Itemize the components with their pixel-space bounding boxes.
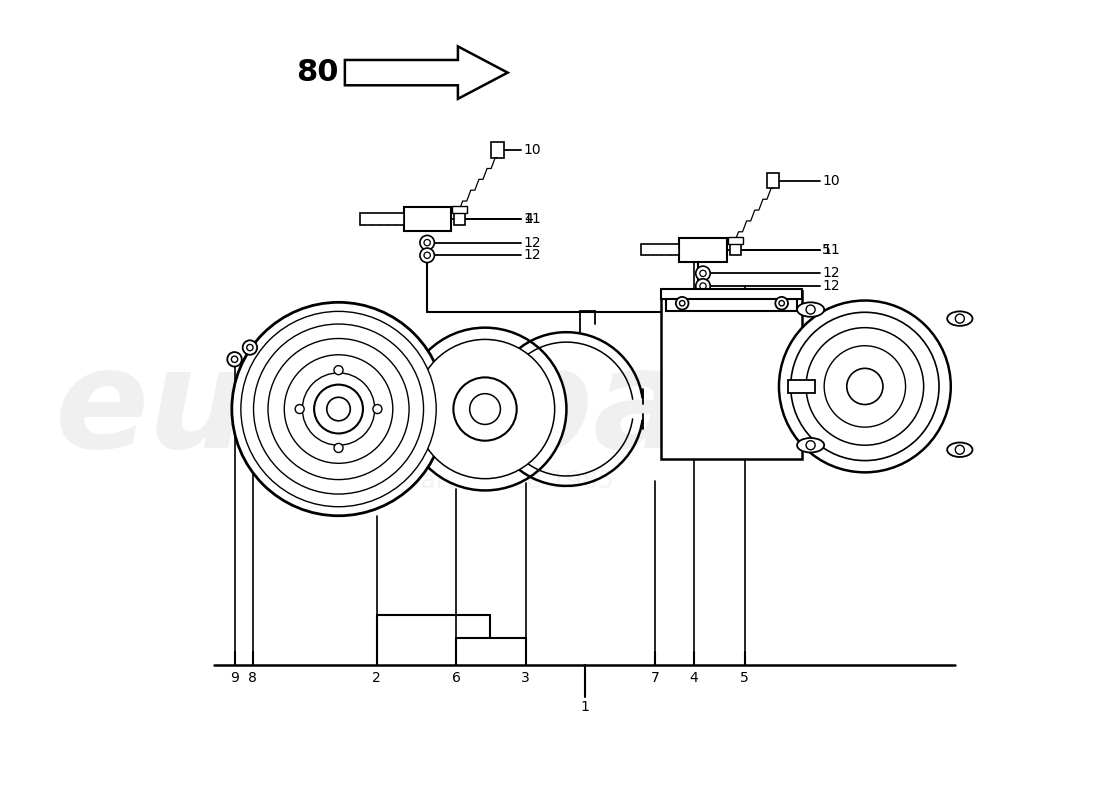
Circle shape bbox=[806, 328, 924, 446]
Circle shape bbox=[232, 302, 446, 516]
Circle shape bbox=[847, 368, 883, 405]
Circle shape bbox=[420, 235, 434, 250]
Circle shape bbox=[243, 340, 257, 354]
Circle shape bbox=[334, 443, 343, 453]
Text: 9: 9 bbox=[230, 670, 239, 685]
Text: 8: 8 bbox=[249, 670, 257, 685]
Ellipse shape bbox=[947, 311, 972, 326]
Circle shape bbox=[779, 301, 950, 472]
Circle shape bbox=[955, 314, 965, 323]
Bar bbox=[661, 291, 802, 458]
Circle shape bbox=[955, 446, 965, 454]
Text: 3: 3 bbox=[521, 670, 530, 685]
Bar bbox=[730, 243, 741, 255]
Circle shape bbox=[253, 324, 424, 494]
Bar bbox=[788, 380, 815, 393]
Circle shape bbox=[470, 394, 500, 425]
Ellipse shape bbox=[947, 442, 972, 457]
Circle shape bbox=[806, 441, 815, 450]
Bar bbox=[666, 291, 798, 311]
Text: 5: 5 bbox=[823, 243, 832, 257]
Bar bbox=[404, 207, 451, 231]
Text: 5: 5 bbox=[740, 670, 749, 685]
Circle shape bbox=[228, 352, 242, 366]
Ellipse shape bbox=[798, 302, 824, 317]
Bar bbox=[491, 142, 504, 158]
Circle shape bbox=[700, 283, 706, 290]
Circle shape bbox=[231, 356, 238, 362]
Circle shape bbox=[680, 301, 685, 306]
Circle shape bbox=[824, 346, 905, 427]
Circle shape bbox=[696, 266, 711, 281]
Circle shape bbox=[404, 328, 566, 490]
Text: eurospares: eurospares bbox=[55, 342, 933, 477]
Text: 12: 12 bbox=[823, 279, 840, 293]
Text: 4: 4 bbox=[690, 670, 698, 685]
Text: 7: 7 bbox=[651, 670, 659, 685]
Text: 2: 2 bbox=[372, 670, 381, 685]
Bar bbox=[454, 213, 465, 225]
Circle shape bbox=[319, 389, 359, 429]
Circle shape bbox=[779, 301, 784, 306]
Circle shape bbox=[424, 239, 430, 246]
Circle shape bbox=[806, 305, 815, 314]
Text: 10: 10 bbox=[524, 143, 541, 158]
Polygon shape bbox=[345, 46, 507, 99]
Circle shape bbox=[284, 354, 393, 463]
Circle shape bbox=[424, 252, 430, 258]
Bar bbox=[680, 238, 726, 262]
Circle shape bbox=[416, 339, 554, 478]
Text: 11: 11 bbox=[524, 212, 541, 226]
Text: 12: 12 bbox=[524, 248, 541, 262]
Circle shape bbox=[330, 400, 348, 418]
Circle shape bbox=[453, 378, 517, 441]
Circle shape bbox=[696, 279, 711, 294]
Text: 1: 1 bbox=[580, 701, 588, 714]
Bar bbox=[661, 289, 802, 298]
Text: 11: 11 bbox=[823, 243, 840, 257]
Circle shape bbox=[791, 312, 939, 461]
Circle shape bbox=[373, 405, 382, 414]
Text: 80: 80 bbox=[297, 58, 339, 87]
Circle shape bbox=[302, 373, 375, 446]
Text: 10: 10 bbox=[823, 174, 840, 188]
Circle shape bbox=[295, 405, 305, 414]
Circle shape bbox=[268, 338, 409, 479]
Text: original parts since 1985: original parts since 1985 bbox=[302, 470, 613, 494]
Circle shape bbox=[675, 297, 689, 310]
Bar bbox=[767, 173, 780, 188]
Circle shape bbox=[776, 297, 788, 310]
Circle shape bbox=[327, 398, 350, 421]
Text: 4: 4 bbox=[524, 212, 532, 226]
Circle shape bbox=[700, 270, 706, 277]
Text: 12: 12 bbox=[524, 236, 541, 250]
Bar bbox=[452, 206, 468, 213]
Circle shape bbox=[334, 366, 343, 374]
Text: 12: 12 bbox=[823, 266, 840, 280]
Circle shape bbox=[315, 385, 363, 434]
Circle shape bbox=[246, 344, 253, 350]
Bar bbox=[641, 243, 680, 255]
Circle shape bbox=[241, 311, 437, 506]
Bar bbox=[728, 238, 743, 243]
Circle shape bbox=[420, 248, 434, 262]
Bar bbox=[360, 213, 404, 225]
Text: 6: 6 bbox=[452, 670, 461, 685]
Ellipse shape bbox=[798, 438, 824, 453]
